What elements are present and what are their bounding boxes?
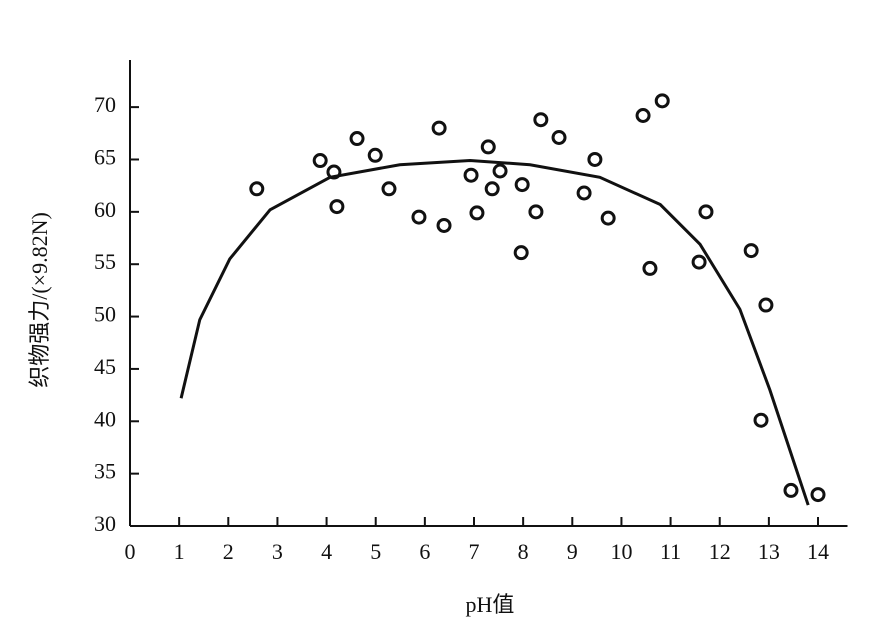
x-tick-label: 4 — [321, 539, 332, 564]
data-point — [469, 205, 485, 221]
x-tick-label: 12 — [709, 539, 731, 564]
x-axis-label: pH值 — [466, 592, 515, 617]
data-point — [431, 120, 447, 136]
x-tick-label: 7 — [469, 539, 480, 564]
data-point — [642, 260, 658, 276]
y-tick-label: 55 — [94, 249, 116, 274]
data-point — [691, 254, 707, 270]
data-point — [436, 217, 452, 233]
data-point — [698, 204, 714, 220]
y-tick-label: 65 — [94, 145, 116, 170]
y-tick-label: 35 — [94, 459, 116, 484]
x-tick-label: 3 — [272, 539, 283, 564]
data-point — [349, 131, 365, 147]
x-tick-label: 10 — [610, 539, 632, 564]
y-tick-label: 45 — [94, 354, 116, 379]
x-tick-label: 0 — [125, 539, 136, 564]
data-point — [411, 209, 427, 225]
x-tick-label: 8 — [518, 539, 529, 564]
data-point — [249, 181, 265, 197]
data-point — [635, 108, 651, 124]
data-point — [783, 482, 799, 498]
data-point — [514, 177, 530, 193]
data-point — [551, 129, 567, 145]
data-point — [576, 185, 592, 201]
data-point — [533, 112, 549, 128]
y-axis-label: 织物强力/(×9.82N) — [27, 212, 52, 388]
data-point — [758, 297, 774, 313]
data-point — [312, 153, 328, 169]
y-tick-label: 40 — [94, 406, 116, 431]
data-point — [528, 204, 544, 220]
data-point — [513, 245, 529, 261]
data-point — [587, 151, 603, 167]
data-point — [743, 243, 759, 259]
x-tick-label: 13 — [758, 539, 780, 564]
data-point — [600, 210, 616, 226]
x-tick-label: 9 — [567, 539, 578, 564]
x-tick-label: 11 — [660, 539, 681, 564]
data-point — [381, 181, 397, 197]
data-point — [654, 93, 670, 109]
data-point — [480, 139, 496, 155]
x-tick-label: 1 — [174, 539, 185, 564]
y-tick-label: 50 — [94, 302, 116, 327]
data-point — [492, 163, 508, 179]
x-tick-label: 6 — [419, 539, 430, 564]
data-point — [810, 487, 826, 503]
data-point — [329, 199, 345, 215]
x-tick-label: 2 — [223, 539, 234, 564]
fit-curve — [179, 159, 810, 506]
data-point — [463, 167, 479, 183]
x-tick-label: 14 — [807, 539, 829, 564]
y-tick-label: 60 — [94, 197, 116, 222]
x-tick-label: 5 — [370, 539, 381, 564]
y-tick-label: 70 — [94, 92, 116, 117]
data-point — [367, 147, 383, 163]
y-tick-label: 30 — [94, 511, 116, 536]
data-point — [326, 164, 342, 180]
data-point — [484, 181, 500, 197]
data-point — [753, 412, 769, 428]
